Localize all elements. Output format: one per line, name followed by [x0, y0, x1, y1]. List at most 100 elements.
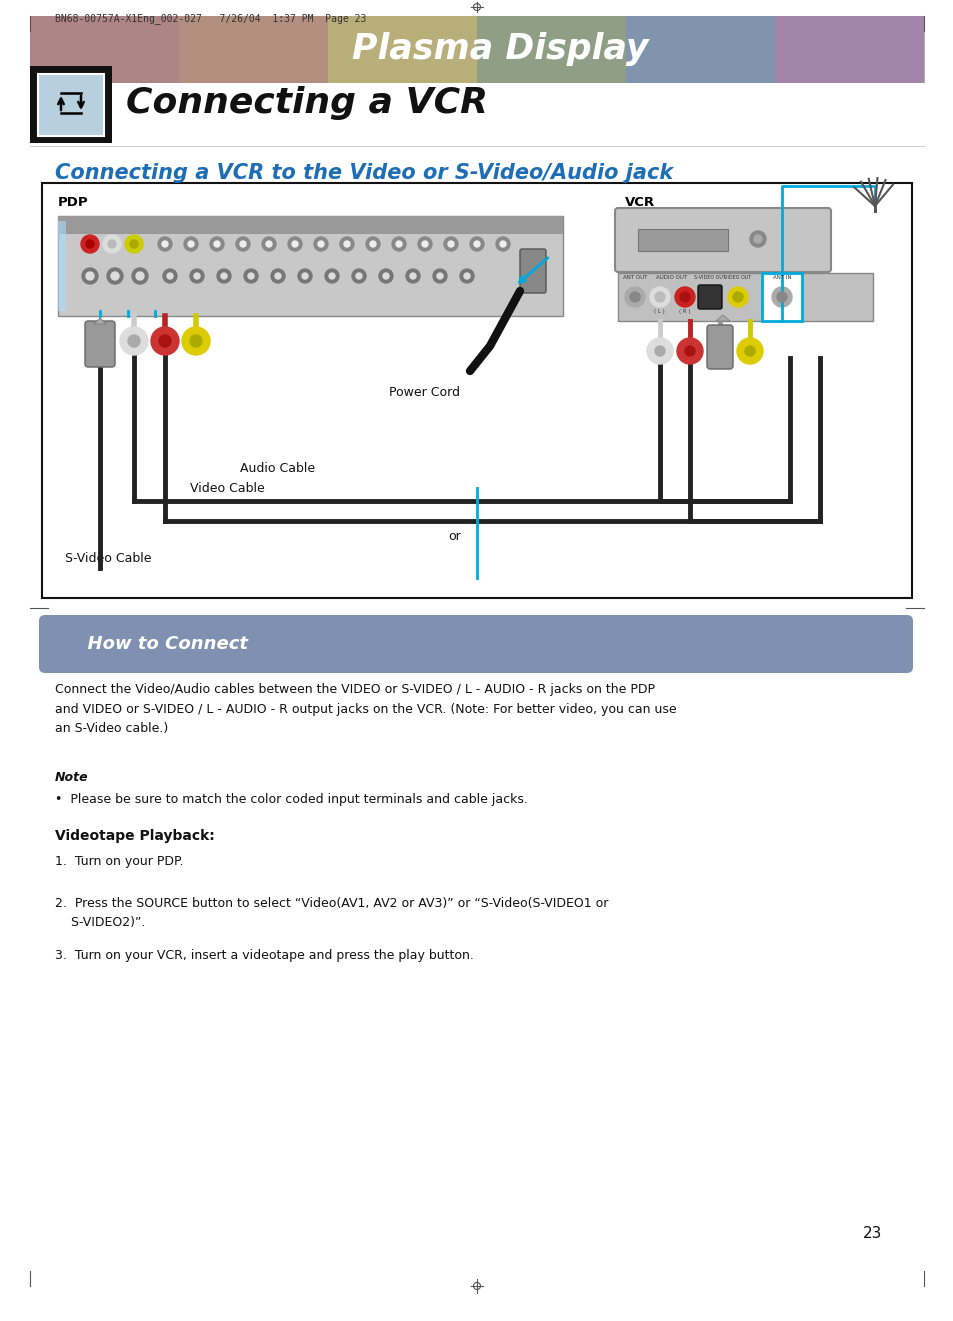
Circle shape [417, 236, 432, 251]
Text: VIDEO OUT: VIDEO OUT [723, 275, 751, 280]
Circle shape [459, 269, 474, 283]
Circle shape [732, 292, 742, 303]
Circle shape [624, 287, 644, 306]
Circle shape [111, 272, 119, 280]
Text: Connecting a VCR to the Video or S-Video/Audio jack: Connecting a VCR to the Video or S-Video… [55, 162, 673, 184]
Circle shape [210, 236, 224, 251]
Text: BN68-00757A-X1Eng_002-027   7/26/04  1:37 PM  Page 23: BN68-00757A-X1Eng_002-027 7/26/04 1:37 P… [55, 13, 366, 24]
Circle shape [317, 240, 324, 247]
Text: ( L ): ( L ) [653, 309, 663, 314]
Circle shape [132, 268, 148, 284]
Circle shape [470, 236, 483, 251]
Text: Power Cord: Power Cord [389, 386, 460, 399]
Text: VCR: VCR [624, 196, 655, 209]
Bar [30, 16, 924, 83]
Circle shape [86, 272, 94, 280]
Circle shape [302, 273, 308, 279]
Circle shape [86, 240, 94, 248]
Circle shape [108, 240, 116, 248]
Text: 1.  Turn on your PDP.: 1. Turn on your PDP. [55, 855, 183, 868]
Circle shape [297, 269, 312, 283]
Text: 23: 23 [862, 1226, 882, 1240]
Circle shape [443, 236, 457, 251]
Text: ( R ): ( R ) [679, 309, 690, 314]
Circle shape [213, 240, 220, 247]
Circle shape [81, 235, 99, 254]
Circle shape [433, 269, 447, 283]
Circle shape [448, 240, 454, 247]
Circle shape [190, 336, 202, 347]
Circle shape [248, 273, 253, 279]
Circle shape [184, 236, 198, 251]
Circle shape [162, 240, 168, 247]
Text: PDP: PDP [58, 196, 89, 209]
Text: ANT OUT: ANT OUT [622, 275, 646, 280]
Circle shape [436, 273, 442, 279]
Bar [58, 221, 66, 310]
Circle shape [749, 231, 765, 247]
Circle shape [655, 346, 664, 355]
Circle shape [159, 336, 171, 347]
Circle shape [182, 328, 210, 355]
Text: 3.  Turn on your VCR, insert a videotape and press the play button.: 3. Turn on your VCR, insert a videotape … [55, 948, 474, 962]
Polygon shape [716, 314, 729, 321]
Circle shape [629, 292, 639, 303]
Circle shape [366, 236, 379, 251]
Bar [618, 273, 872, 321]
Circle shape [274, 273, 281, 279]
FancyBboxPatch shape [615, 207, 830, 272]
FancyBboxPatch shape [706, 325, 732, 369]
Bar [42, 184, 911, 598]
Text: 2.  Press the SOURCE button to select “Video(AV1, AV2 or AV3)” or “S-Video(S-VID: 2. Press the SOURCE button to select “Vi… [55, 897, 608, 929]
Bar [58, 217, 562, 316]
Circle shape [339, 236, 354, 251]
Circle shape [235, 236, 250, 251]
Text: •  Please be sure to match the color coded input terminals and cable jacks.: • Please be sure to match the color code… [55, 793, 527, 806]
Circle shape [771, 287, 791, 306]
Circle shape [329, 273, 335, 279]
Circle shape [655, 292, 664, 303]
Circle shape [677, 338, 702, 365]
Circle shape [190, 269, 204, 283]
Circle shape [266, 240, 272, 247]
Text: ANT IN: ANT IN [772, 275, 790, 280]
Circle shape [463, 273, 470, 279]
Text: How to Connect: How to Connect [75, 635, 248, 653]
Circle shape [499, 240, 505, 247]
Circle shape [262, 236, 275, 251]
Circle shape [753, 235, 761, 243]
Text: AUDIO OUT: AUDIO OUT [656, 275, 687, 280]
Circle shape [421, 240, 428, 247]
Circle shape [378, 269, 393, 283]
Text: Videotape Playback:: Videotape Playback: [55, 830, 214, 843]
Circle shape [271, 269, 285, 283]
Circle shape [744, 346, 754, 355]
Circle shape [130, 240, 138, 248]
Text: Connect the Video/Audio cables between the VIDEO or S-VIDEO / L - AUDIO - R jack: Connect the Video/Audio cables between t… [55, 683, 676, 734]
Circle shape [158, 236, 172, 251]
Text: Audio Cable: Audio Cable [240, 461, 314, 474]
Circle shape [392, 236, 406, 251]
Circle shape [128, 336, 140, 347]
Circle shape [221, 273, 227, 279]
Text: Connecting a VCR: Connecting a VCR [126, 86, 488, 120]
Circle shape [314, 236, 328, 251]
Bar [774, 16, 923, 83]
Circle shape [382, 273, 389, 279]
Bar [625, 16, 774, 83]
Circle shape [163, 269, 177, 283]
Circle shape [649, 287, 669, 306]
Circle shape [727, 287, 747, 306]
Circle shape [352, 269, 366, 283]
FancyBboxPatch shape [698, 285, 721, 309]
FancyBboxPatch shape [85, 321, 115, 367]
Bar [638, 229, 727, 251]
Text: Note: Note [55, 771, 89, 783]
Text: S-VIDEO OUT: S-VIDEO OUT [694, 275, 725, 280]
Circle shape [410, 273, 416, 279]
Circle shape [646, 338, 672, 365]
Circle shape [496, 236, 510, 251]
Circle shape [406, 269, 419, 283]
Circle shape [776, 292, 786, 303]
Circle shape [474, 240, 479, 247]
